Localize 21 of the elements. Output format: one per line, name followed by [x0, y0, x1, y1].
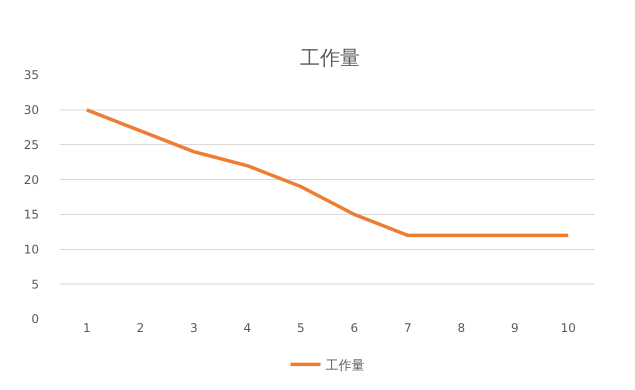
- legend-label: 工作量: [326, 358, 364, 374]
- y-tick-label: 30: [24, 103, 39, 118]
- y-tick-label: 15: [24, 208, 39, 222]
- y-tick-label: 35: [24, 68, 39, 82]
- x-tick-label: 3: [190, 321, 198, 335]
- x-tick-label: 1: [82, 321, 91, 335]
- y-tick-label: 0: [31, 312, 39, 326]
- x-tick-label: 4: [243, 321, 252, 335]
- x-tick-label: 7: [404, 321, 412, 335]
- x-tick-label: 5: [296, 321, 305, 335]
- x-tick-label: 9: [510, 321, 519, 335]
- x-tick-label: 6: [350, 321, 358, 335]
- y-tick-label: 10: [24, 242, 39, 256]
- y-tick-label: 20: [24, 172, 39, 187]
- chart-title: 工作量: [300, 46, 360, 70]
- x-tick-label: 2: [136, 321, 144, 335]
- x-tick-label: 10: [560, 321, 576, 335]
- y-tick-label: 25: [24, 138, 39, 152]
- line-series: [85, 108, 570, 238]
- y-tick-label: 5: [31, 277, 39, 292]
- x-tick-label: 8: [457, 321, 466, 335]
